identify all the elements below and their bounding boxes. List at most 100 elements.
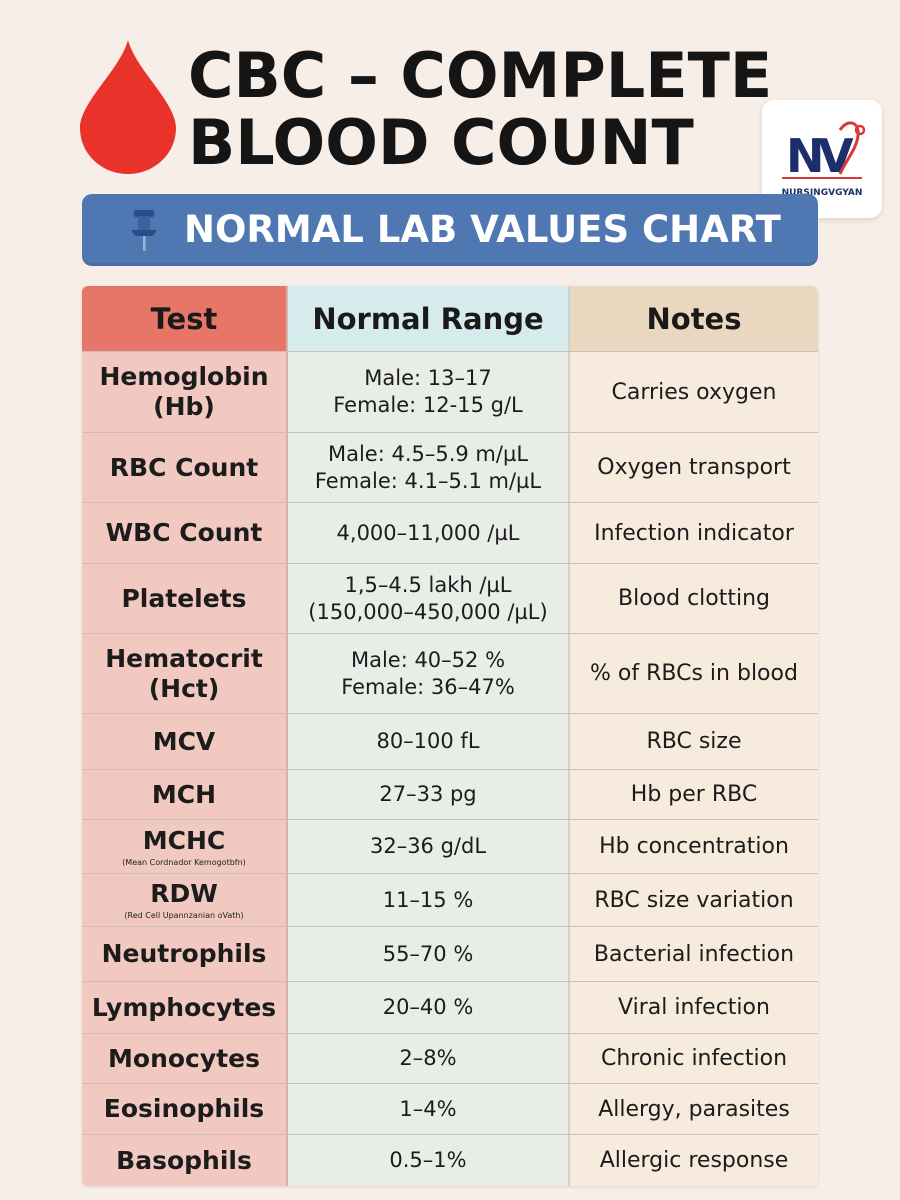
normal-range-cell: 80–100 fL xyxy=(288,714,570,769)
notes-cell: Carries oxygen xyxy=(570,352,818,432)
chart-banner: NORMAL LAB VALUES CHART xyxy=(82,194,818,266)
notes-cell: Blood clotting xyxy=(570,564,818,633)
normal-range-cell: 27–33 pg xyxy=(288,770,570,819)
test-name-cell: Neutrophils xyxy=(82,927,288,981)
table-row: Hematocrit (Hct) Male: 40–52 % Female: 36–… xyxy=(82,634,818,714)
test-name-cell: MCV xyxy=(82,714,288,769)
notes-cell: Chronic infection xyxy=(570,1034,818,1083)
title-line-2: BLOOD COUNT xyxy=(188,106,694,179)
table-row: Eosinophils 1–4% Allergy, parasites xyxy=(82,1084,818,1135)
header-notes: Notes xyxy=(570,286,818,351)
test-name-cell: Eosinophils xyxy=(82,1084,288,1134)
normal-range-cell: 1,5–4.5 lakh /µL (150,000–450,000 /µL) xyxy=(288,564,570,633)
range-value: 1,5–4.5 lakh /µL xyxy=(344,572,512,597)
test-name: Platelets xyxy=(121,583,247,613)
note-text: RBC size variation xyxy=(594,887,794,913)
test-name: WBC Count xyxy=(105,518,263,547)
test-name-cell: Platelets xyxy=(82,564,288,633)
lab-values-table: Test Normal Range Notes Hemoglobin (Hb) M… xyxy=(82,286,818,1186)
range-value: 1–4% xyxy=(399,1096,457,1121)
pushpin-icon xyxy=(131,210,157,251)
range-value: 27–33 pg xyxy=(379,782,477,806)
note-text: Bacterial infection xyxy=(593,941,795,967)
table-row: WBC Count 4,000–11,000 /µL Infection indic… xyxy=(82,503,818,564)
note-text: RBC size xyxy=(646,729,742,754)
range-value: 11–15 % xyxy=(382,887,474,912)
test-name: Hemoglobin (Hb) xyxy=(99,362,269,421)
range-value: Female: 4.1–5.1 m/µL xyxy=(314,468,542,493)
page-title: CBC – COMPLETE BLOOD COUNT xyxy=(188,42,788,176)
test-name: RBC Count xyxy=(109,452,259,482)
svg-text:N: N xyxy=(786,129,825,183)
notes-cell: Hb concentration xyxy=(570,820,818,873)
note-text: Chronic infection xyxy=(600,1046,788,1071)
test-name-cell: MCH xyxy=(82,770,288,819)
notes-cell: % of RBCs in blood xyxy=(570,634,818,713)
range-value: 4,000–11,000 /µL xyxy=(336,520,520,545)
table-row: MCH 27–33 pg Hb per RBC xyxy=(82,770,818,820)
normal-range-cell: 32–36 g/dL xyxy=(288,820,570,873)
test-name-cell: RBC Count xyxy=(82,433,288,502)
range-value: 20–40 % xyxy=(382,995,474,1019)
test-name: MCV xyxy=(152,726,216,756)
normal-range-cell: 55–70 % xyxy=(288,927,570,981)
table-row: Lymphocytes 20–40 % Viral infection xyxy=(82,982,818,1034)
normal-range-cell: 11–15 % xyxy=(288,874,570,926)
test-full-name: (Mean Cordnador Kemogotbfn) xyxy=(122,857,246,867)
table-row: Neutrophils 55–70 % Bacterial infection xyxy=(82,927,818,982)
notes-cell: RBC size variation xyxy=(570,874,818,926)
test-name-cell: RDW (Red Cell Upannzanian oVath) xyxy=(82,874,288,926)
logo-text: NURSINGVGYAN xyxy=(781,188,863,198)
normal-range-cell: 20–40 % xyxy=(288,982,570,1033)
svg-text:V: V xyxy=(818,129,854,183)
normal-range-cell: 4,000–11,000 /µL xyxy=(288,503,570,563)
test-name: Eosinophils xyxy=(103,1094,265,1123)
title-line-1: CBC – COMPLETE xyxy=(188,39,773,112)
normal-range-cell: Male: 40–52 % Female: 36–47% xyxy=(288,634,570,713)
test-name-cell: MCHC (Mean Cordnador Kemogotbfn) xyxy=(82,820,288,873)
normal-range-cell: 1–4% xyxy=(288,1084,570,1134)
test-name: MCH xyxy=(151,779,217,809)
range-value: Female: 36–47% xyxy=(341,674,515,699)
test-name-cell: Hemoglobin (Hb) xyxy=(82,352,288,432)
range-value: Female: 12-15 g/L xyxy=(333,393,523,417)
note-text: % of RBCs in blood xyxy=(590,661,798,686)
blood-drop-icon xyxy=(80,40,176,174)
test-name-cell: Monocytes xyxy=(82,1034,288,1083)
note-text: Carries oxygen xyxy=(611,379,777,405)
range-value: 2–8% xyxy=(399,1046,457,1070)
range-value: Male: 13–17 xyxy=(364,366,492,390)
notes-cell: RBC size xyxy=(570,714,818,769)
test-full-name: (Red Cell Upannzanian oVath) xyxy=(124,911,244,920)
test-name: Basophils xyxy=(116,1145,252,1175)
header-test: Test xyxy=(82,286,288,351)
note-text: Infection indicator xyxy=(594,520,794,546)
note-text: Viral infection xyxy=(618,995,770,1020)
table-row: Basophils 0.5–1% Allergic response xyxy=(82,1135,818,1186)
table-row: RBC Count Male: 4.5–5.9 m/µL Female: 4.1–5… xyxy=(82,433,818,503)
range-value: 32–36 g/dL xyxy=(369,834,487,858)
test-name-cell: Lymphocytes xyxy=(82,982,288,1033)
normal-range-cell: 0.5–1% xyxy=(288,1135,570,1186)
range-value: Male: 40–52 % xyxy=(350,647,506,672)
table-header-row: Test Normal Range Notes xyxy=(82,286,818,352)
note-text: Allergic response xyxy=(599,1148,789,1173)
range-value: Male: 4.5–5.9 m/µL xyxy=(327,441,529,466)
test-name: RDW xyxy=(150,879,218,908)
notes-cell: Viral infection xyxy=(570,982,818,1033)
notes-cell: Oxygen transport xyxy=(570,433,818,502)
normal-range-cell: Male: 13–17 Female: 12-15 g/L xyxy=(288,352,570,432)
table-row: MCV 80–100 fL RBC size xyxy=(82,714,818,770)
note-text: Blood clotting xyxy=(617,586,771,611)
notes-cell: Bacterial infection xyxy=(570,927,818,981)
test-name-cell: Basophils xyxy=(82,1135,288,1186)
test-name-cell: Hematocrit (Hct) xyxy=(82,634,288,713)
test-name: Neutrophils xyxy=(101,939,267,968)
table-row: Monocytes 2–8% Chronic infection xyxy=(82,1034,818,1084)
note-text: Hb per RBC xyxy=(630,782,758,807)
test-name: Lymphocytes xyxy=(91,992,277,1022)
test-name: Monocytes xyxy=(108,1043,260,1073)
test-name-cell: WBC Count xyxy=(82,503,288,563)
note-text: Allergy, parasites xyxy=(598,1096,790,1122)
header-normal-range: Normal Range xyxy=(288,286,570,351)
